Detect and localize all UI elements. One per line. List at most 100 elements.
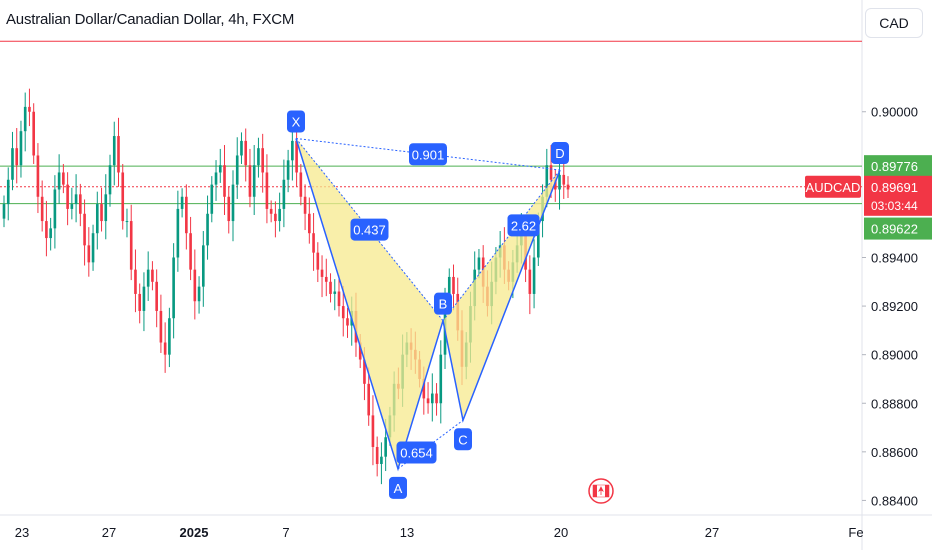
candle	[100, 187, 103, 232]
upper-green-price-label: 0.89776	[871, 159, 918, 174]
candle	[252, 145, 256, 215]
x-tick-label: Fe	[848, 525, 863, 540]
candle	[295, 122, 298, 187]
candle-body	[74, 194, 78, 205]
price-tags: 0.89776 AUDCAD 0.89691 03:03:44 0.89622	[805, 155, 932, 240]
pattern-point-badge	[454, 428, 472, 451]
candle-body	[447, 276, 451, 307]
candle-body	[299, 172, 303, 197]
candle-body	[79, 194, 82, 214]
candle	[28, 88, 31, 127]
chart-title: Australian Dollar/Canadian Dollar, 4h, F…	[6, 11, 295, 28]
candle	[477, 248, 481, 279]
candle-body	[337, 291, 341, 307]
flag-right-band	[605, 485, 609, 497]
candle	[134, 249, 137, 313]
candle	[163, 322, 167, 373]
candle	[11, 131, 14, 191]
candle	[189, 216, 192, 281]
candle	[223, 145, 226, 215]
candle-body	[134, 269, 137, 294]
candle	[346, 307, 349, 338]
candle-body	[367, 383, 371, 416]
currency-selector[interactable]: CAD	[865, 8, 923, 38]
pattern-ratio-0: 0.901	[409, 143, 447, 166]
candle-body	[439, 354, 443, 404]
current-price-tag	[864, 175, 932, 216]
candle	[66, 172, 69, 226]
candle	[227, 186, 231, 234]
candle-body	[358, 342, 362, 360]
candle	[316, 242, 320, 283]
candle	[261, 133, 264, 193]
candle-body	[223, 165, 226, 197]
candle	[452, 264, 455, 311]
candle-body	[185, 196, 188, 234]
candle-body	[104, 194, 108, 222]
candle	[341, 285, 345, 337]
pattern-point-badge	[389, 476, 407, 499]
candle-body	[308, 213, 311, 234]
candle	[23, 92, 27, 152]
candle-body	[155, 281, 158, 311]
candle	[371, 395, 375, 466]
pattern-point-label: D	[555, 146, 564, 161]
candle-body	[193, 269, 197, 302]
candle	[32, 103, 35, 164]
pattern-point-b: B	[434, 292, 452, 315]
candle-body	[168, 318, 171, 355]
candle-body	[320, 269, 324, 277]
lower-green-price-tag	[864, 217, 932, 240]
candle	[333, 279, 337, 311]
candle-body	[269, 208, 273, 214]
candle-body	[562, 174, 566, 185]
candle-body	[316, 252, 320, 270]
y-tick-label: 0.88800	[871, 396, 918, 411]
candle-body	[303, 196, 307, 214]
candle	[19, 120, 23, 178]
candle	[74, 174, 78, 223]
candle-body	[146, 269, 150, 287]
candle	[244, 128, 248, 182]
candle-body	[257, 148, 260, 166]
candle	[274, 201, 277, 238]
candle-body	[214, 172, 218, 185]
candle-body	[138, 293, 142, 311]
candle	[265, 154, 269, 224]
candle-body	[282, 179, 286, 209]
candle-body	[206, 213, 209, 246]
y-tick-label: 0.89200	[871, 299, 918, 314]
candle	[532, 239, 536, 309]
candle-body	[176, 208, 180, 258]
candle-body	[248, 165, 252, 197]
candle	[125, 208, 129, 238]
countdown-label: 03:03:44	[871, 199, 918, 213]
axes: 0.90000 0.89400 0.89200 0.89000 0.88800 0.886…	[15, 105, 918, 540]
candle-body	[252, 165, 256, 197]
x-tick-label: 2025	[180, 525, 209, 540]
pattern-ratio-label: 0.437	[353, 223, 386, 238]
candle-body	[11, 148, 14, 180]
candle-body	[278, 208, 281, 222]
candle-body	[129, 221, 133, 270]
candle	[439, 340, 443, 424]
candle-body	[19, 131, 23, 166]
candle	[303, 184, 307, 231]
candle	[91, 224, 95, 271]
candle-body	[566, 184, 570, 190]
pattern-point-c: C	[454, 428, 472, 451]
candle-body	[36, 155, 40, 197]
candle-body	[189, 233, 192, 270]
candle	[79, 183, 82, 227]
candle-body	[83, 213, 86, 246]
y-tick-label: 0.89000	[871, 348, 918, 363]
candle-body	[553, 179, 557, 190]
candle-body	[435, 393, 438, 404]
candle	[129, 204, 133, 281]
candle-body	[15, 148, 19, 166]
candle	[70, 187, 74, 220]
candle	[206, 195, 209, 260]
x-tick-label: 27	[102, 525, 116, 540]
